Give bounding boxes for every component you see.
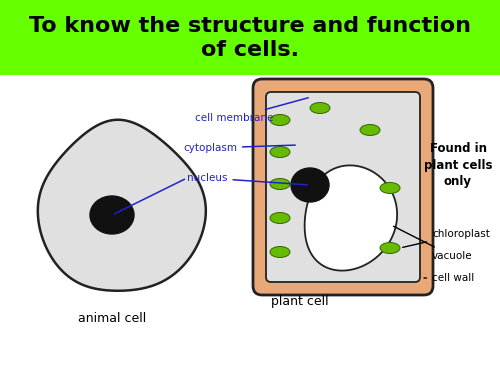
Ellipse shape xyxy=(291,168,329,202)
Text: chloroplast: chloroplast xyxy=(402,229,490,248)
Ellipse shape xyxy=(380,243,400,254)
Ellipse shape xyxy=(270,114,290,126)
Text: cytoplasm: cytoplasm xyxy=(183,143,295,153)
Ellipse shape xyxy=(270,147,290,158)
Ellipse shape xyxy=(270,246,290,258)
Polygon shape xyxy=(38,120,206,291)
Text: vacuole: vacuole xyxy=(394,226,472,261)
Polygon shape xyxy=(304,165,397,271)
Text: plant cell: plant cell xyxy=(271,296,329,309)
FancyBboxPatch shape xyxy=(253,79,433,295)
Ellipse shape xyxy=(270,213,290,223)
FancyBboxPatch shape xyxy=(266,92,420,282)
Ellipse shape xyxy=(380,183,400,194)
Text: animal cell: animal cell xyxy=(78,312,146,324)
Ellipse shape xyxy=(310,102,330,114)
Text: nucleus: nucleus xyxy=(187,173,307,185)
Text: Found in
plant cells
only: Found in plant cells only xyxy=(424,142,492,188)
Text: cell wall: cell wall xyxy=(424,273,474,283)
Ellipse shape xyxy=(360,124,380,135)
Bar xyxy=(0,0,500,75)
Text: To know the structure and function
of cells.: To know the structure and function of ce… xyxy=(29,16,471,60)
Ellipse shape xyxy=(90,196,134,234)
Text: cell membrane: cell membrane xyxy=(195,98,308,123)
Ellipse shape xyxy=(270,178,290,189)
